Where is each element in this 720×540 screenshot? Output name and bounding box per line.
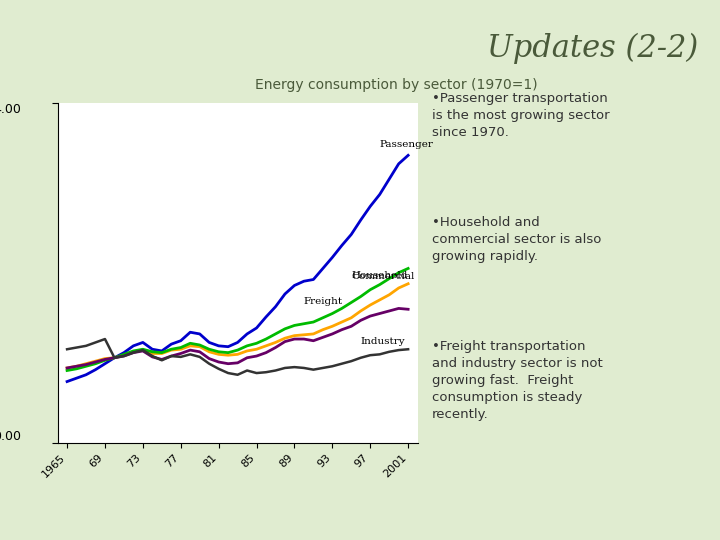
Text: Household: Household bbox=[351, 271, 408, 280]
Text: Updates (2-2): Updates (2-2) bbox=[487, 32, 698, 64]
Text: •Passenger transportation
is the most growing sector
since 1970.: •Passenger transportation is the most gr… bbox=[432, 92, 610, 139]
Text: •Freight transportation
and industry sector is not
growing fast.  Freight
consum: •Freight transportation and industry sec… bbox=[432, 340, 603, 421]
Text: Commercial: Commercial bbox=[351, 272, 415, 281]
Text: 4.00: 4.00 bbox=[0, 103, 22, 116]
Text: •Household and
commercial sector is also
growing rapidly.: •Household and commercial sector is also… bbox=[432, 216, 601, 263]
Text: Energy consumption by sector (1970=1): Energy consumption by sector (1970=1) bbox=[255, 78, 537, 92]
Text: Passenger: Passenger bbox=[379, 140, 433, 150]
Text: Industry: Industry bbox=[361, 337, 405, 346]
Text: Freight: Freight bbox=[304, 297, 343, 306]
Text: 0.00: 0.00 bbox=[0, 430, 22, 443]
